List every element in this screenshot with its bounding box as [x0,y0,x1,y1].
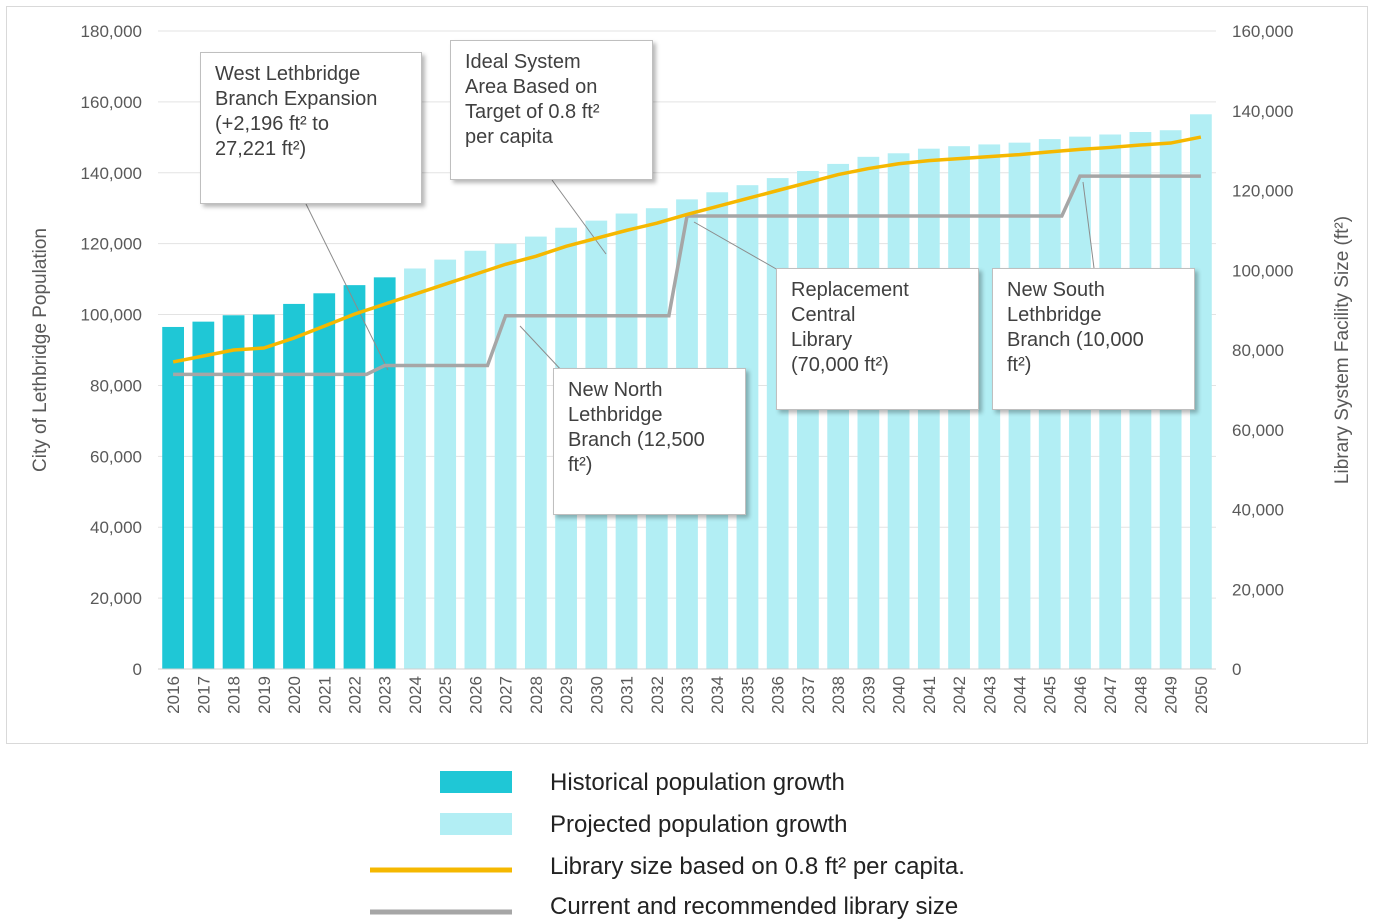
legend-label: Current and recommended library size [550,893,958,920]
y-right-tick-label: 120,000 [1232,182,1293,201]
annotation-leader [551,179,607,255]
projected-bar [1190,114,1212,670]
projected-bar [766,178,789,669]
chart-frame [6,6,1368,744]
y-left-tick-label: 160,000 [81,93,142,112]
legend-label: Projected population growth [550,811,848,838]
y-left-tick-label: 60,000 [90,447,142,466]
x-tick-label: 2045 [1041,676,1060,714]
x-tick-label: 2035 [738,676,757,714]
historical-bar [373,277,396,669]
current-recommended-size-line [173,174,1201,377]
x-tick-label: 2042 [950,676,969,714]
x-tick-label: 2049 [1162,676,1181,714]
legend-swatch-historical [440,771,512,793]
projected-bar [464,250,487,669]
x-tick-label: 2021 [315,676,334,714]
projected-bar [736,185,759,669]
x-tick-label: 2036 [769,676,788,714]
x-tick-label: 2041 [920,676,939,714]
x-tick-label: 2048 [1131,676,1150,714]
legend-swatch-projected [440,813,512,835]
x-tick-label: 2017 [194,676,213,714]
x-tick-label: 2024 [406,676,425,714]
x-tick-label: 2027 [497,676,516,714]
y-right-tick-label: 60,000 [1232,421,1284,440]
x-tick-label: 2025 [436,676,455,714]
annotation-new-south-branch: New South Lethbridge Branch (10,000 ft²) [992,268,1195,410]
y-left-tick-label: 20,000 [90,589,142,608]
annotation-replacement-central: Replacement Central Library (70,000 ft²) [776,268,979,410]
x-tick-label: 2020 [285,676,304,714]
x-tick-label: 2029 [557,676,576,714]
y-right-tick-label: 160,000 [1232,22,1293,41]
y-left-tick-label: 0 [133,660,142,679]
y-left-tick-label: 140,000 [81,164,142,183]
y-right-tick-label: 40,000 [1232,501,1284,520]
annotation-leader [305,203,389,371]
y-left-tick-label: 180,000 [81,22,142,41]
y-left-tick-label: 40,000 [90,518,142,537]
x-tick-label: 2046 [1071,676,1090,714]
projected-bar [404,268,426,669]
x-tick-label: 2033 [678,676,697,714]
x-tick-label: 2032 [648,676,667,714]
y-left-tick-label: 80,000 [90,376,142,395]
x-tick-label: 2031 [618,676,637,714]
annotation-new-north-branch: New North Lethbridge Branch (12,500 ft²) [553,368,746,515]
historical-bar [252,314,275,669]
x-tick-label: 2039 [859,676,878,714]
projected-bar [827,163,850,669]
legend-label: Historical population growth [550,769,845,796]
ideal-size-line [172,135,1202,364]
x-tick-label: 2044 [1011,676,1030,714]
x-tick-label: 2037 [799,676,818,714]
x-tick-label: 2023 [376,676,395,714]
historical-bar [313,293,336,669]
y-right-tick-label: 140,000 [1232,102,1293,121]
historical-bar [343,285,366,669]
projected-bar [494,243,517,669]
projected-bar [887,153,910,670]
x-tick-label: 2047 [1101,676,1120,714]
y-right-axis-title: Library System Facility Size (ft²) [1332,216,1353,484]
projected-bar [857,156,880,670]
y-left-tick-label: 100,000 [81,306,142,325]
projected-bar [434,259,457,669]
x-tick-label: 2040 [890,676,909,714]
annotation-leader [693,221,779,271]
x-tick-label: 2016 [164,676,183,714]
y-right-tick-label: 80,000 [1232,341,1284,360]
historical-bar [283,303,305,669]
annotation-west-lethbridge: West Lethbridge Branch Expansion (+2,196… [200,52,422,204]
projected-bar [524,236,547,670]
annotation-leader [519,325,564,373]
x-tick-label: 2038 [829,676,848,714]
annotation-ideal-system-area: Ideal System Area Based on Target of 0.8… [450,40,653,180]
x-tick-label: 2019 [255,676,274,714]
y-right-tick-label: 100,000 [1232,261,1293,280]
x-tick-label: 2043 [980,676,999,714]
legend-label: Library size based on 0.8 ft² per capita… [550,853,965,880]
x-tick-label: 2018 [225,676,244,714]
x-tick-label: 2028 [527,676,546,714]
projected-bar [797,171,819,669]
x-tick-label: 2050 [1192,676,1211,714]
historical-bar [162,326,184,669]
x-tick-label: 2034 [708,676,727,714]
y-left-axis-title: City of Lethbridge Population [30,228,51,472]
x-tick-label: 2026 [466,676,485,714]
annotation-leader [1082,181,1095,269]
y-right-tick-label: 0 [1232,660,1241,679]
x-tick-label: 2030 [587,676,606,714]
x-tick-label: 2022 [345,676,364,714]
y-left-tick-label: 120,000 [81,235,142,254]
historical-bar [192,321,215,669]
y-right-tick-label: 20,000 [1232,580,1284,599]
historical-bar [222,315,245,669]
